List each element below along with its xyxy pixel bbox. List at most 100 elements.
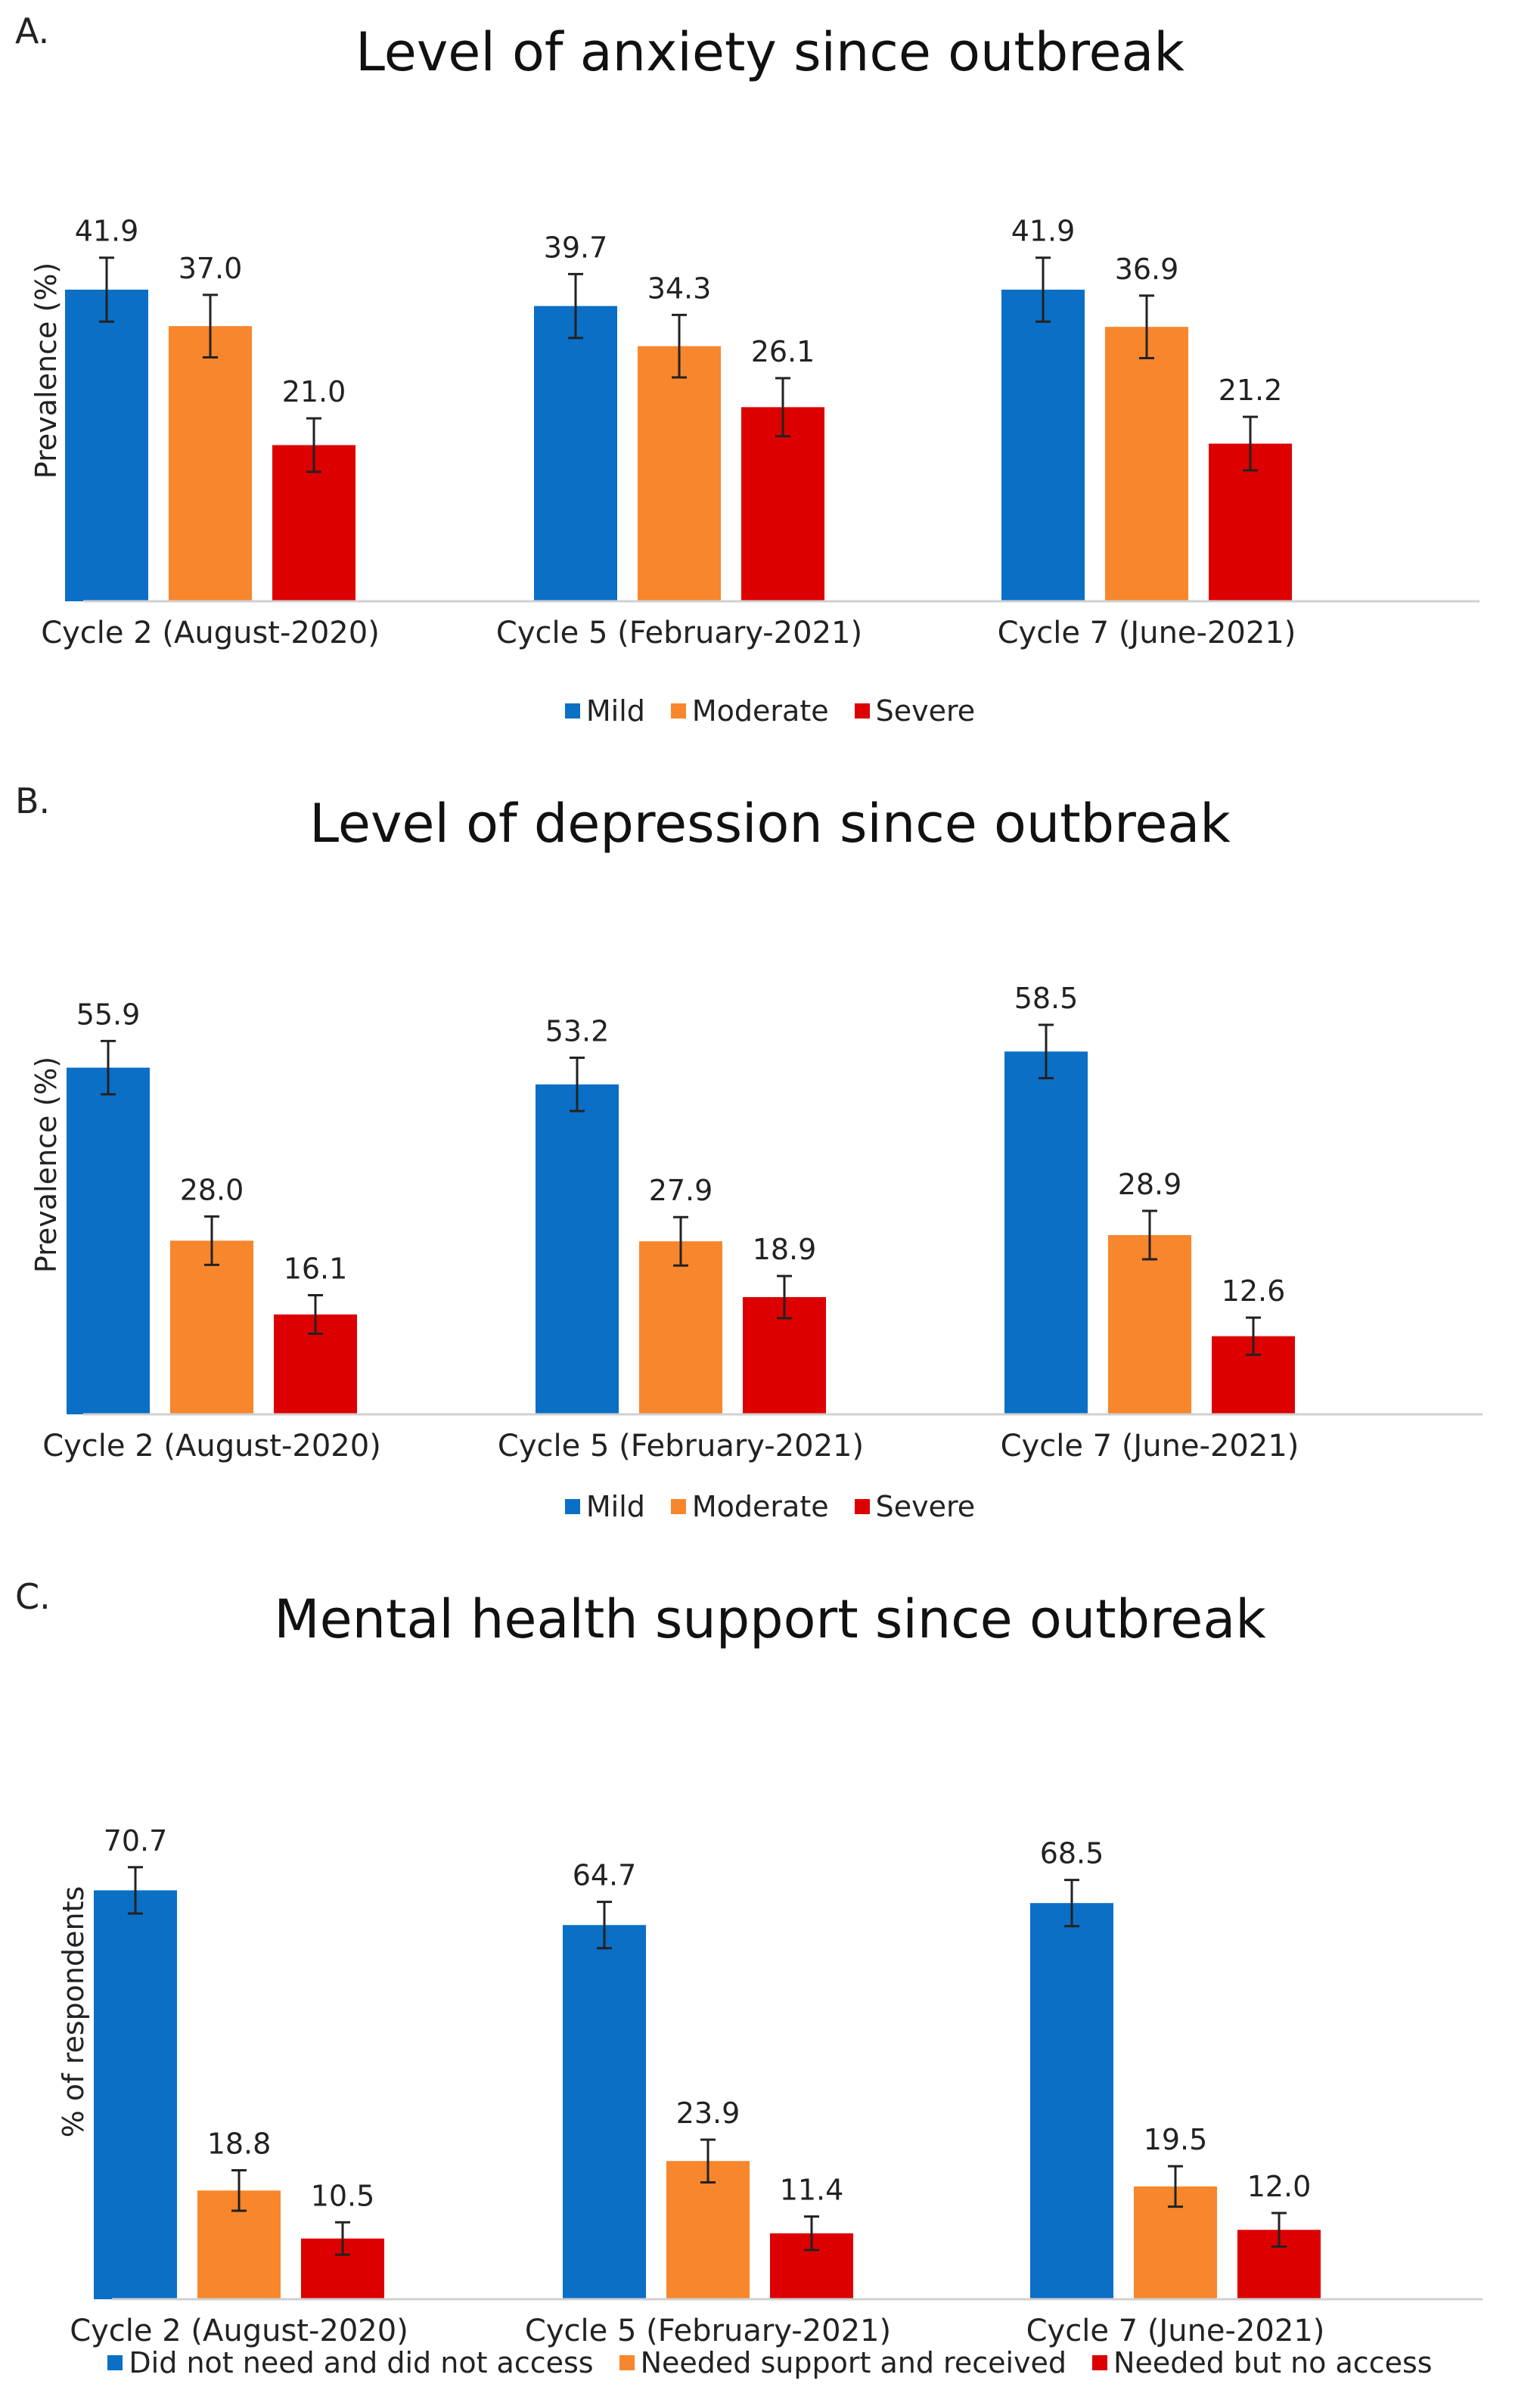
chart-title: Level of depression since outbreak xyxy=(309,793,1231,855)
legend-label: Mild xyxy=(585,694,645,728)
error-bar xyxy=(1035,256,1051,323)
error-bar xyxy=(775,377,790,438)
data-label: 19.5 xyxy=(1144,2123,1208,2156)
error-bar xyxy=(1246,1316,1261,1356)
legend-item-needed-no-access: Needed but no access xyxy=(1092,2346,1433,2379)
bar xyxy=(65,289,148,601)
panel-b-depression: B. Level of depression since outbreak Pr… xyxy=(0,771,1540,1558)
data-label: 64.7 xyxy=(573,1859,637,1892)
bar xyxy=(1108,1235,1191,1414)
category-tick-label: Cycle 2 (August-2020) xyxy=(70,2314,408,2348)
legend-item-needed-received: Needed support and received xyxy=(619,2346,1067,2379)
bar xyxy=(94,1890,177,2299)
category-tick-label: Cycle 7 (June-2021) xyxy=(1001,1429,1299,1463)
bar xyxy=(536,1084,619,1414)
y-axis-label: % of respondents xyxy=(57,1886,90,2138)
data-label: 39.7 xyxy=(544,231,608,264)
y-axis-label: Prevalence (%) xyxy=(29,1057,63,1273)
error-bar xyxy=(1168,2165,1183,2208)
legend-label: Severe xyxy=(875,1490,976,1523)
legend-item-mild: Mild xyxy=(564,694,645,728)
category-tick-label: Cycle 5 (February-2021) xyxy=(498,1429,864,1463)
data-label: 70.7 xyxy=(104,1824,168,1858)
chart-title: Mental health support since outbreak xyxy=(274,1588,1266,1650)
error-bar xyxy=(1142,1209,1157,1261)
legend-label: Moderate xyxy=(691,1490,829,1523)
error-bar xyxy=(804,2215,819,2252)
data-label: 23.9 xyxy=(676,2097,741,2130)
data-label: 34.3 xyxy=(647,272,712,305)
error-bar xyxy=(128,1866,143,1915)
legend-label: Severe xyxy=(875,694,976,728)
data-label: 37.0 xyxy=(179,252,243,285)
legend-item-severe: Severe xyxy=(854,1490,976,1523)
bar xyxy=(666,2161,750,2299)
bar-chart-anxiety: Prevalence (%) 41.9 37.0 21.0 Cycle 2 (Augus… xyxy=(29,215,1479,650)
panel-letter: C. xyxy=(15,1576,51,1617)
error-bar xyxy=(570,1057,585,1113)
legend-item-did-not-need: Did not need and did not access xyxy=(107,2346,594,2379)
data-label: 12.0 xyxy=(1247,2170,1312,2203)
data-label: 55.9 xyxy=(76,998,141,1031)
bar xyxy=(534,306,617,601)
data-label: 10.5 xyxy=(311,2179,375,2212)
data-label: 68.5 xyxy=(1040,1837,1104,1870)
data-label: 27.9 xyxy=(649,1174,713,1207)
category-tick-label: Cycle 7 (June-2021) xyxy=(998,616,1296,650)
error-bar xyxy=(673,1215,688,1267)
data-label: 41.9 xyxy=(1011,215,1076,248)
legend: Mild Moderate Severe xyxy=(0,694,1540,728)
legend: Did not need and did not access Needed s… xyxy=(0,2346,1540,2379)
error-bar xyxy=(1039,1023,1054,1080)
bar xyxy=(638,346,721,601)
data-label: 41.9 xyxy=(75,215,139,248)
error-bar xyxy=(700,2138,716,2184)
legend-label: Mild xyxy=(585,1490,645,1523)
category-tick-label: Cycle 5 (February-2021) xyxy=(525,2314,891,2348)
error-bar xyxy=(306,417,321,473)
bar-chart-support: % of respondents 70.7 18.8 10.5 Cycle 2 (Aug… xyxy=(57,1824,1483,2348)
error-bar xyxy=(204,1215,219,1266)
legend: Mild Moderate Severe xyxy=(0,1490,1540,1523)
y-axis-label: Prevalence (%) xyxy=(29,262,63,479)
legend-swatch xyxy=(854,1499,870,1514)
category-tick-label: Cycle 7 (June-2021) xyxy=(1026,2314,1325,2348)
bar xyxy=(563,1925,646,2299)
data-label: 28.0 xyxy=(180,1173,244,1206)
legend-swatch xyxy=(107,2355,123,2370)
legend-swatch xyxy=(1092,2355,1108,2370)
error-bar xyxy=(99,256,114,323)
error-bar xyxy=(101,1039,116,1096)
chart-title: Level of anxiety since outbreak xyxy=(356,21,1184,83)
data-label: 53.2 xyxy=(545,1015,610,1048)
error-bar xyxy=(231,2168,247,2212)
panel-a-anxiety: A. Level of anxiety since outbreak Preva… xyxy=(0,0,1540,756)
error-bar xyxy=(1271,2212,1287,2248)
legend-label: Needed but no access xyxy=(1113,2346,1433,2379)
category-tick-label: Cycle 5 (February-2021) xyxy=(496,616,862,650)
legend-swatch xyxy=(564,703,580,719)
data-label: 21.0 xyxy=(282,375,346,408)
legend-label: Moderate xyxy=(691,694,829,728)
error-bar xyxy=(1064,1879,1079,1928)
data-label: 26.1 xyxy=(751,335,815,368)
error-bar xyxy=(203,293,218,358)
bar xyxy=(639,1241,722,1414)
category-tick-label: Cycle 2 (August-2020) xyxy=(41,616,380,650)
panel-letter: A. xyxy=(15,11,50,51)
bar xyxy=(1030,1903,1113,2299)
legend-swatch xyxy=(670,703,686,719)
error-bar xyxy=(1243,415,1258,472)
legend-label: Needed support and received xyxy=(640,2346,1067,2379)
error-bar xyxy=(335,2221,350,2256)
legend-label: Did not need and did not access xyxy=(129,2346,594,2379)
error-bar xyxy=(568,272,583,340)
data-label: 16.1 xyxy=(284,1252,348,1286)
legend-item-mild: Mild xyxy=(564,1490,645,1523)
bar xyxy=(1004,1051,1088,1414)
bar xyxy=(1001,289,1085,601)
data-label: 58.5 xyxy=(1014,982,1079,1015)
panel-letter: B. xyxy=(15,781,51,821)
bar xyxy=(170,1240,253,1414)
data-label: 21.2 xyxy=(1219,374,1283,407)
